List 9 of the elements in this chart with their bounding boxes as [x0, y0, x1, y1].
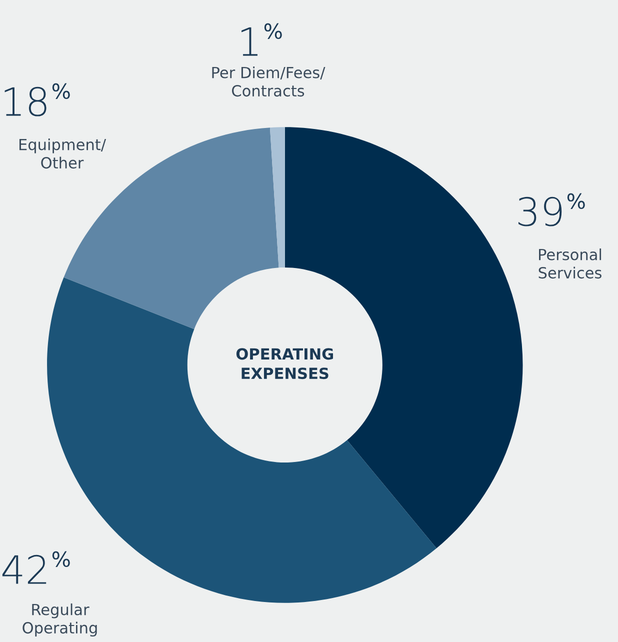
data-label: 39%	[518, 193, 585, 226]
data-label: 42%	[2, 551, 70, 584]
text: OPERATING EXPENSES	[236, 348, 333, 380]
slice-label: Regular Operating	[22, 603, 97, 637]
slice-label: Per Diem/Fees/ Contracts	[212, 66, 326, 97]
slice-label: Equipment/ Other	[19, 138, 106, 169]
data-label: 1%	[242, 23, 282, 56]
data-label: 18%	[4, 83, 70, 116]
slice-label: Personal Services	[538, 248, 602, 279]
